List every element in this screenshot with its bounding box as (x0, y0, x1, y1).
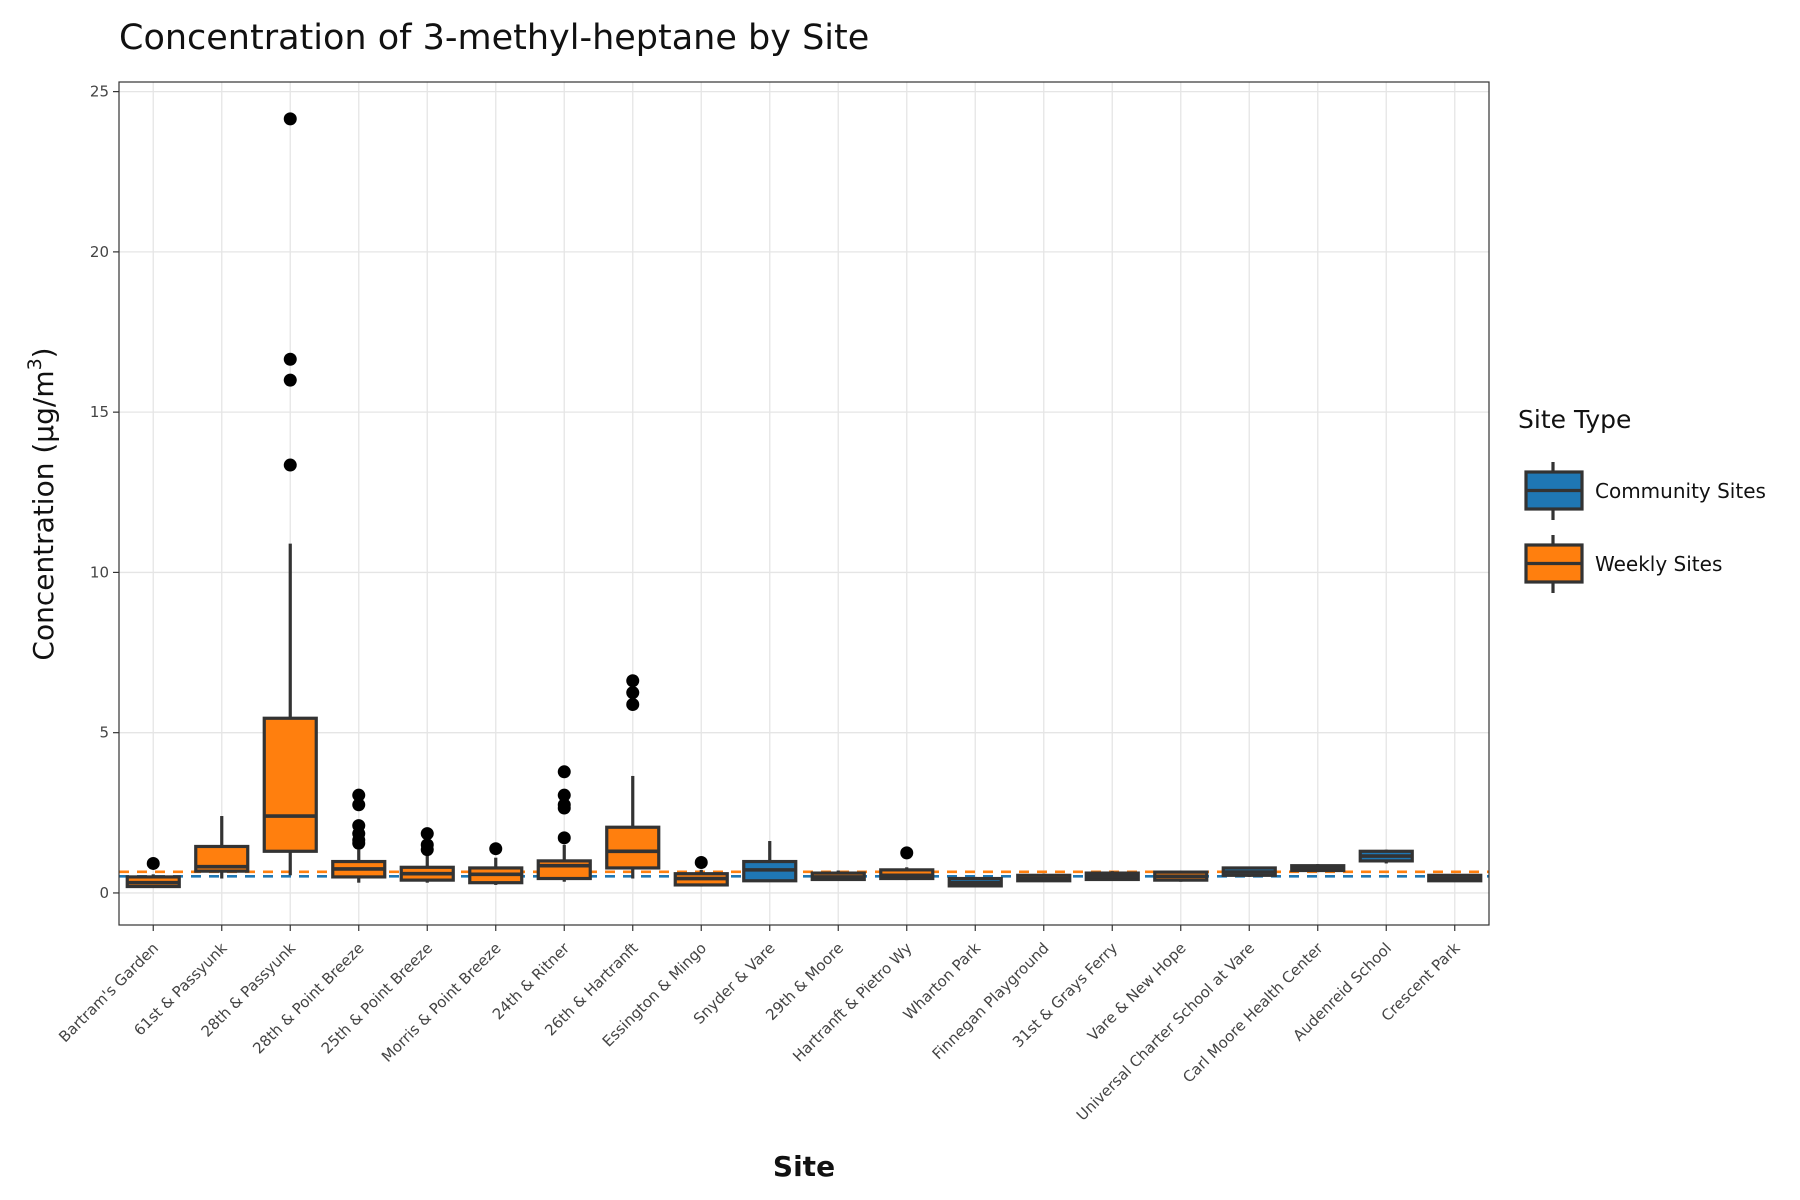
outlier-point (352, 788, 366, 802)
legend-entry-0: Community Sites (1524, 462, 1766, 520)
boxes (125, 112, 1483, 889)
y-tick-label: 25 (90, 83, 109, 101)
outlier-point (352, 819, 366, 833)
legend-label: Community Sites (1595, 479, 1766, 503)
y-tick-label: 5 (99, 724, 109, 742)
box-0 (125, 856, 181, 889)
box-16 (1221, 866, 1277, 877)
outlier-point (626, 697, 640, 711)
outlier-point (557, 765, 571, 779)
chart-title: Concentration of 3-methyl-heptane by Sit… (119, 18, 869, 58)
y-tick-label: 20 (90, 243, 109, 261)
outlier-point (694, 855, 708, 869)
box-18 (1358, 849, 1414, 864)
box-8 (673, 855, 729, 887)
outlier-point (626, 674, 640, 688)
outlier-point (626, 686, 640, 700)
legend-label: Weekly Sites (1595, 552, 1722, 576)
box-3 (331, 788, 387, 883)
box-15 (1153, 870, 1209, 882)
outlier-point (283, 458, 297, 472)
outlier-point (557, 831, 571, 845)
plot-frame (118, 81, 1490, 926)
box-10 (810, 870, 866, 882)
box-1 (194, 816, 250, 879)
outlier-point (489, 842, 503, 856)
box-5 (468, 842, 524, 885)
outlier-point (557, 788, 571, 802)
box-body (605, 825, 661, 870)
y-axis-title-close: ) (27, 347, 60, 358)
y-tick-label: 15 (90, 403, 109, 421)
box-12 (947, 876, 1003, 888)
box-17 (1290, 864, 1346, 873)
outlier-point (900, 846, 914, 860)
box-9 (742, 841, 798, 883)
outlier-point (283, 373, 297, 387)
outlier-point (283, 352, 297, 366)
box-4 (399, 827, 455, 883)
box-6 (536, 765, 592, 882)
outlier-point (420, 827, 434, 841)
y-axis-title-text: Concentration (µg/m (27, 370, 60, 660)
x-axis-title: Site (773, 1150, 835, 1183)
box-11 (879, 846, 935, 881)
legend: Site Type Community Sites Weekly Sites (1518, 405, 1766, 593)
y-tick-label: 0 (99, 884, 109, 902)
box-body (536, 859, 592, 881)
box-13 (1016, 873, 1072, 883)
y-tick-label: 10 (90, 563, 109, 581)
outlier-point (283, 112, 297, 126)
legend-entry-1: Weekly Sites (1524, 535, 1722, 593)
y-axis-title: Concentration (µg/m3) (24, 347, 60, 660)
box-body (262, 716, 318, 853)
legend-title: Site Type (1518, 405, 1631, 434)
box-14 (1084, 871, 1140, 882)
y-axis-title-superscript: 3 (24, 358, 46, 370)
y-axis-ticks: 0 5 10 15 20 25 (90, 83, 119, 902)
box-7 (605, 674, 661, 879)
outlier-point (146, 856, 160, 870)
outlier-point (420, 838, 434, 852)
outlier-point (557, 798, 571, 812)
outlier-point (352, 798, 366, 812)
box-19 (1427, 873, 1483, 883)
box-2 (262, 112, 318, 876)
